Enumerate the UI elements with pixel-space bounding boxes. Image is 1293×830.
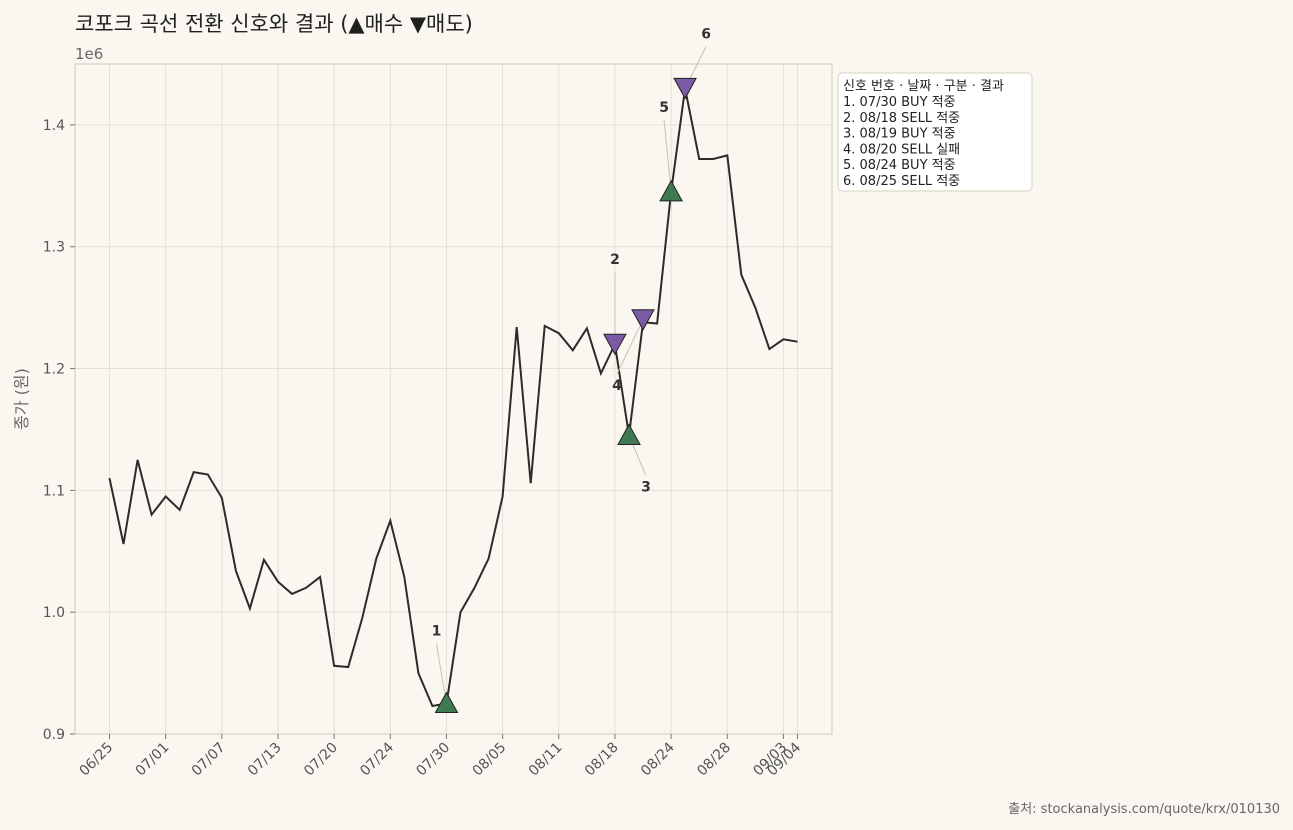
y-tick-label: 1.2 — [43, 362, 65, 378]
y-tick-label: 1.0 — [43, 605, 65, 621]
x-tick-label: 08/05 — [470, 740, 510, 780]
signal-label: 4 — [612, 378, 622, 394]
y-tick-label: 0.9 — [43, 727, 65, 743]
sell-marker — [673, 77, 697, 100]
legend-entry: 3. 08/19 BUY 적중 — [843, 127, 956, 142]
legend: 신호 번호 · 날짜 · 구분 · 결과 1. 07/30 BUY 적중2. 0… — [837, 72, 1033, 192]
y-exponent-label: 1e6 — [75, 45, 103, 63]
y-axis-label: 종가 (원) — [12, 368, 31, 430]
annotation-leader — [616, 319, 644, 375]
x-tick-label: 07/01 — [133, 740, 173, 780]
annotation-leader — [663, 119, 672, 192]
buy-marker — [659, 179, 683, 202]
legend-entry: 4. 08/20 SELL 실패 — [843, 142, 960, 157]
x-tick-label: 08/28 — [694, 740, 734, 780]
x-tick-label: 07/13 — [245, 740, 285, 780]
sell-marker — [603, 333, 627, 356]
signal-label: 6 — [701, 26, 711, 42]
x-tick-label: 07/20 — [301, 740, 341, 780]
sell-marker — [631, 309, 655, 331]
legend-entry: 6. 08/25 SELL 적중 — [843, 174, 960, 189]
signal-label: 1 — [432, 624, 442, 640]
legend-box — [837, 72, 1033, 192]
source-note: 출처: stockanalysis.com/quote/krx/010130 — [1008, 802, 1280, 817]
annotation-leader — [435, 643, 447, 704]
x-tick-label: 06/25 — [76, 740, 116, 780]
x-tick-label: 08/18 — [582, 740, 622, 780]
legend-title: 신호 번호 · 날짜 · 구분 · 결과 — [843, 79, 1004, 94]
legend-entry: 1. 07/30 BUY 적중 — [843, 95, 956, 110]
x-tick-label: 08/11 — [526, 740, 566, 780]
x-tick-label: 07/07 — [189, 740, 229, 780]
buy-marker — [434, 691, 459, 713]
buy-marker — [617, 423, 641, 445]
y-tick-label: 1.4 — [43, 118, 65, 134]
signal-label: 5 — [659, 100, 669, 116]
legend-entry: 2. 08/18 SELL 적중 — [843, 111, 960, 126]
x-tick-label: 07/30 — [413, 740, 453, 780]
x-tick-label: 08/24 — [638, 739, 678, 779]
signal-label: 2 — [610, 252, 620, 268]
signal-markers — [434, 77, 697, 713]
signal-annotations: 1 2 3 4 5 6 — [432, 26, 711, 704]
chart-title: 코포크 곡선 전환 신호와 결과 (▲매수 ▼매도) — [75, 12, 473, 36]
axes: 0.9 1.0 1.1 1.2 1.3 1.4 06/25 07/01 07/07 07/13 07… — [43, 118, 805, 779]
legend-entry: 5. 08/24 BUY 적중 — [843, 158, 956, 173]
y-tick-label: 1.1 — [43, 483, 65, 499]
grid — [75, 64, 832, 735]
price-line — [108, 88, 798, 708]
x-tick-label: 07/24 — [357, 739, 397, 779]
y-tick-label: 1.3 — [43, 240, 65, 256]
plot-frame — [74, 63, 833, 735]
signal-label: 3 — [641, 480, 651, 496]
